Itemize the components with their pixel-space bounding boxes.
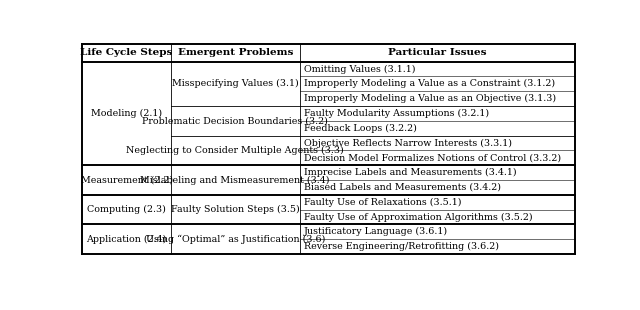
- Text: Using “Optimal” as Justification (3.6): Using “Optimal” as Justification (3.6): [145, 234, 325, 244]
- Text: Omitting Values (3.1.1): Omitting Values (3.1.1): [304, 64, 415, 73]
- Text: Imprecise Labels and Measurements (3.4.1): Imprecise Labels and Measurements (3.4.1…: [304, 168, 516, 177]
- Text: Faulty Modularity Assumptions (3.2.1): Faulty Modularity Assumptions (3.2.1): [304, 109, 489, 118]
- Text: Faulty Use of Approximation Algorithms (3.5.2): Faulty Use of Approximation Algorithms (…: [304, 212, 532, 222]
- Text: Emergent Problems: Emergent Problems: [177, 48, 293, 57]
- Text: Measurement (2.2): Measurement (2.2): [81, 175, 173, 184]
- Text: Particular Issues: Particular Issues: [388, 48, 486, 57]
- Text: Objective Reflects Narrow Interests (3.3.1): Objective Reflects Narrow Interests (3.3…: [304, 138, 512, 148]
- Text: Application (2.4): Application (2.4): [86, 235, 167, 244]
- Text: Improperly Modeling a Value as an Objective (3.1.3): Improperly Modeling a Value as an Object…: [304, 94, 556, 103]
- Text: Neglecting to Consider Multiple Agents (3.3): Neglecting to Consider Multiple Agents (…: [126, 146, 344, 155]
- Text: Problematic Decision Boundaries (3.2): Problematic Decision Boundaries (3.2): [142, 116, 328, 125]
- Text: Misspecifying Values (3.1): Misspecifying Values (3.1): [172, 79, 299, 88]
- Text: Faulty Use of Relaxations (3.5.1): Faulty Use of Relaxations (3.5.1): [304, 197, 461, 207]
- Text: Improperly Modeling a Value as a Constraint (3.1.2): Improperly Modeling a Value as a Constra…: [304, 79, 555, 88]
- Text: Life Cycle Steps: Life Cycle Steps: [81, 48, 173, 57]
- Text: Computing (2.3): Computing (2.3): [87, 205, 166, 214]
- Text: Mislabeling and Mismeasurement (3.4): Mislabeling and Mismeasurement (3.4): [141, 175, 330, 184]
- Text: Modeling (2.1): Modeling (2.1): [91, 109, 162, 118]
- Text: Faulty Solution Steps (3.5): Faulty Solution Steps (3.5): [171, 205, 300, 214]
- Text: Reverse Engineering/Retrofitting (3.6.2): Reverse Engineering/Retrofitting (3.6.2): [304, 242, 499, 251]
- Text: Justificatory Language (3.6.1): Justificatory Language (3.6.1): [304, 227, 448, 236]
- Text: Biased Labels and Measurements (3.4.2): Biased Labels and Measurements (3.4.2): [304, 183, 500, 192]
- Text: Feedback Loops (3.2.2): Feedback Loops (3.2.2): [304, 124, 417, 133]
- Text: Decision Model Formalizes Notions of Control (3.3.2): Decision Model Formalizes Notions of Con…: [304, 153, 561, 162]
